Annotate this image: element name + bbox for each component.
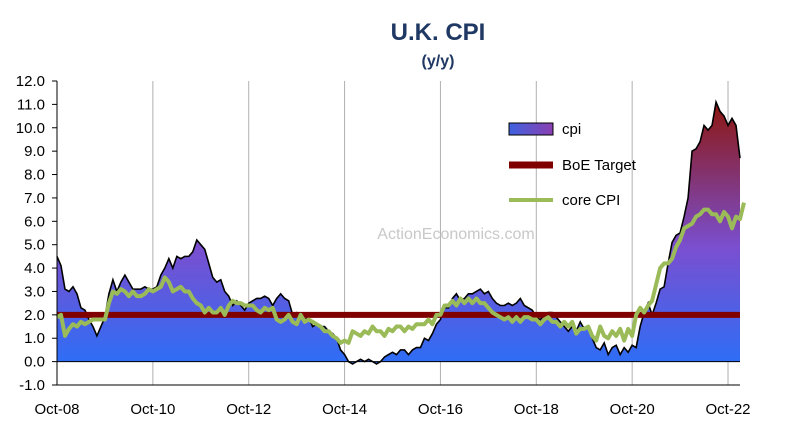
- y-tick-label: 3.0: [24, 283, 45, 300]
- cpi-line: [56, 99, 741, 365]
- x-tick-label: Oct-14: [322, 401, 367, 418]
- core-cpi-layer: [55, 202, 746, 345]
- cpi-area-layer: [56, 99, 741, 365]
- y-tick-label: -1.0: [19, 377, 45, 394]
- x-tick-label: Oct-20: [610, 401, 655, 418]
- y-tick-label: 6.0: [24, 213, 45, 230]
- y-tick-label: 0.0: [24, 354, 45, 371]
- y-tick-label: 5.0: [24, 237, 45, 254]
- x-tick-label: Oct-18: [514, 401, 559, 418]
- x-tick-labels: Oct-08 Oct-10 Oct-12 Oct-14 Oct-16 Oct-18 Oct-…: [34, 401, 750, 418]
- core-cpi-line: [55, 202, 746, 345]
- x-tick-label: Oct-12: [226, 401, 271, 418]
- y-tick-label: 10.0: [16, 120, 45, 137]
- x-tick-label: Oct-16: [418, 401, 463, 418]
- chart-title: U.K. CPI: [391, 19, 486, 46]
- y-tick-label: 9.0: [24, 143, 45, 160]
- y-tick-label: 12.0: [16, 73, 45, 90]
- y-tick-labels: -1.0 0.0 1.0 2.0 3.0 4.0 5.0 6.0 7.0 8.0 9.0 10.0 11…: [16, 73, 45, 394]
- y-tick-label: 1.0: [24, 330, 45, 347]
- y-tick-label: 2.0: [24, 307, 45, 324]
- y-tick-label: 7.0: [24, 190, 45, 207]
- legend-label-boe-target: BoE Target: [562, 157, 637, 174]
- y-tick-label: 8.0: [24, 167, 45, 184]
- y-tick-label: 4.0: [24, 260, 45, 277]
- legend: cpi BoE Target core CPI: [508, 121, 637, 209]
- x-tick-label: Oct-22: [706, 401, 751, 418]
- axes: [52, 80, 740, 386]
- cpi-area: [57, 102, 740, 364]
- watermark: ActionEconomics.com: [377, 226, 534, 243]
- chart-subtitle: (y/y): [422, 53, 455, 70]
- legend-swatch-cpi: [508, 122, 554, 136]
- legend-label-cpi: cpi: [562, 121, 581, 138]
- x-tick-label: Oct-10: [130, 401, 175, 418]
- legend-label-core-cpi: core CPI: [562, 192, 620, 209]
- y-tick-label: 11.0: [17, 96, 45, 113]
- x-tick-label: Oct-08: [34, 401, 79, 418]
